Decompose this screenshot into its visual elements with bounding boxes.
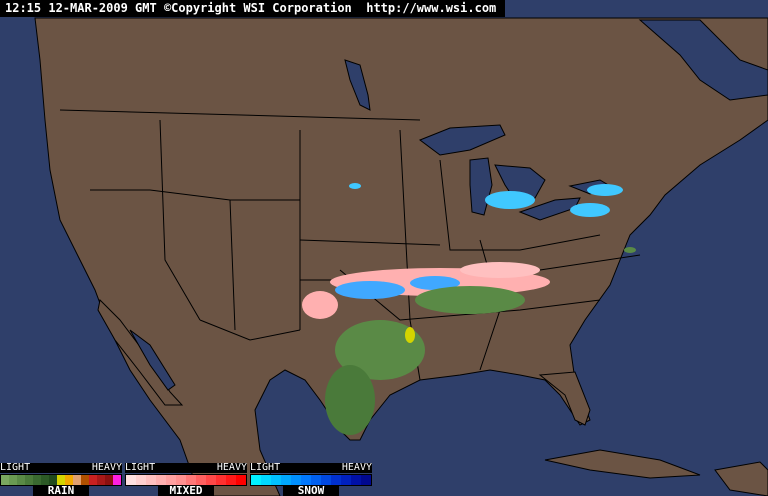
legend-light-label: LIGHT bbox=[125, 462, 156, 473]
radar-echoes bbox=[302, 183, 636, 435]
legend-swatch bbox=[49, 475, 57, 485]
legend-swatch bbox=[176, 475, 186, 485]
legend-swatch bbox=[216, 475, 226, 485]
legend-swatch bbox=[136, 475, 146, 485]
legend-heavy-label: HEAVY bbox=[341, 462, 372, 473]
legend-swatch bbox=[1, 475, 9, 485]
legend-swatch bbox=[226, 475, 236, 485]
florida bbox=[538, 371, 591, 426]
legend-swatch bbox=[97, 475, 105, 485]
legend-swatch bbox=[156, 475, 166, 485]
legend-name: RAIN bbox=[33, 485, 89, 496]
legend-swatch bbox=[166, 475, 176, 485]
legend-color-bar bbox=[250, 474, 372, 486]
legend-swatch bbox=[65, 475, 73, 485]
cuba bbox=[544, 449, 701, 479]
legend-swatch bbox=[196, 475, 206, 485]
legend-swatch bbox=[126, 475, 136, 485]
legend-rain: LIGHT HEAVY RAIN bbox=[0, 463, 122, 496]
legend-swatch bbox=[105, 475, 113, 485]
legend-heavy-label: HEAVY bbox=[91, 462, 122, 473]
legend-swatch bbox=[291, 475, 301, 485]
north-america-land bbox=[34, 17, 768, 496]
legend-swatch bbox=[351, 475, 361, 485]
gulf-of-california bbox=[129, 329, 176, 391]
legend-light-label: LIGHT bbox=[250, 462, 281, 473]
header-timestamp-copyright: 12:15 12-MAR-2009 GMT ©Copyright WSI Cor… bbox=[0, 0, 505, 17]
legend-swatch bbox=[271, 475, 281, 485]
legend-swatch bbox=[41, 475, 49, 485]
legend-swatch bbox=[73, 475, 81, 485]
legend-swatch bbox=[281, 475, 291, 485]
legend-mixed: LIGHT HEAVY MIXED bbox=[125, 463, 247, 496]
legend-swatch bbox=[113, 475, 121, 485]
legend-swatch bbox=[251, 475, 261, 485]
legend-color-bar bbox=[0, 474, 122, 486]
hispaniola bbox=[714, 461, 768, 496]
legend-name: SNOW bbox=[283, 485, 339, 496]
legend-swatch bbox=[81, 475, 89, 485]
legend-swatch bbox=[321, 475, 331, 485]
legend-swatch bbox=[57, 475, 65, 485]
legend-swatch bbox=[236, 475, 246, 485]
legend-swatch bbox=[17, 475, 25, 485]
legend-swatch bbox=[89, 475, 97, 485]
legend-color-bar bbox=[125, 474, 247, 486]
legend-swatch bbox=[146, 475, 156, 485]
legend-swatch bbox=[206, 475, 216, 485]
legend-swatch bbox=[9, 475, 17, 485]
legend-swatch bbox=[361, 475, 371, 485]
legend-swatch bbox=[341, 475, 351, 485]
legend-heavy-label: HEAVY bbox=[216, 462, 247, 473]
legend-swatch bbox=[25, 475, 33, 485]
legend-swatch bbox=[186, 475, 196, 485]
legend-light-label: LIGHT bbox=[0, 462, 31, 473]
legend-swatch bbox=[301, 475, 311, 485]
legend-name: MIXED bbox=[158, 485, 214, 496]
legend-swatch bbox=[331, 475, 341, 485]
legend-swatch bbox=[33, 475, 41, 485]
great-lakes bbox=[344, 19, 768, 221]
legend-snow: LIGHT HEAVY SNOW bbox=[250, 463, 372, 496]
legend-swatch bbox=[261, 475, 271, 485]
legend-swatch bbox=[311, 475, 321, 485]
